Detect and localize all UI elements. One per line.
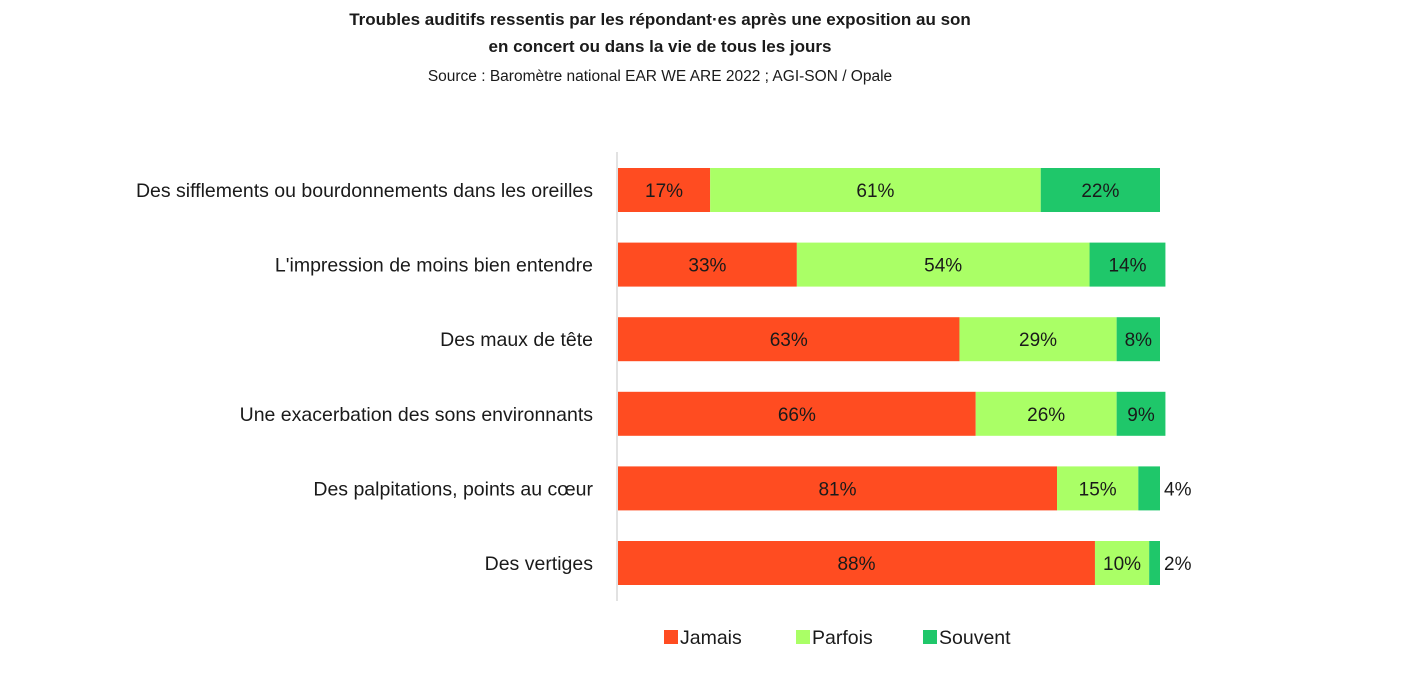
category-label: Une exacerbation des sons environnants — [240, 404, 594, 426]
bar-segment-souvent — [1138, 466, 1160, 511]
bar-segment-jamais — [618, 391, 976, 436]
chart-title: Troubles auditifs ressentis par les répo… — [0, 6, 1320, 60]
bar-segment-jamais — [618, 541, 1095, 585]
category-label: Des palpitations, points au cœur — [313, 478, 593, 500]
bar-segment-parfois — [710, 168, 1041, 212]
data-label: 15% — [1079, 479, 1117, 500]
data-label: 29% — [1019, 330, 1057, 351]
data-label: 8% — [1125, 330, 1153, 351]
bar-segment-souvent — [1116, 317, 1160, 362]
data-label: 63% — [770, 330, 808, 351]
data-label: 61% — [856, 181, 894, 202]
category-label: Des maux de tête — [440, 329, 593, 351]
data-label: 9% — [1127, 405, 1155, 426]
bar-segment-parfois — [1094, 541, 1150, 585]
legend-label-parfois: Parfois — [812, 627, 873, 649]
bar-segment-jamais — [618, 242, 797, 287]
data-label: 66% — [778, 405, 816, 426]
legend-swatch-souvent — [923, 630, 937, 644]
data-label: 10% — [1103, 554, 1141, 575]
data-label: 4% — [1164, 479, 1192, 500]
data-label: 14% — [1108, 256, 1146, 277]
bar-segment-parfois — [796, 242, 1090, 287]
bar-segment-souvent — [1040, 168, 1160, 212]
legend-swatch-jamais — [664, 630, 678, 644]
legend-label-jamais: Jamais — [680, 627, 742, 649]
legend-swatch-parfois — [796, 630, 810, 644]
chart-subtitle: Source : Baromètre national EAR WE ARE 2… — [427, 68, 893, 85]
category-label: L'impression de moins bien entendre — [275, 255, 593, 277]
category-label: Des vertiges — [485, 553, 594, 575]
chart-title-line2: en concert ou dans la vie de tous les jo… — [488, 37, 832, 56]
bar-segment-souvent — [1089, 242, 1166, 287]
data-label: 88% — [837, 554, 875, 575]
data-label: 22% — [1081, 181, 1119, 202]
bar-segment-jamais — [618, 317, 960, 362]
bar-segment-jamais — [618, 466, 1058, 511]
data-label: 33% — [688, 256, 726, 277]
data-label: 81% — [818, 479, 856, 500]
legend-label-souvent: Souvent — [939, 627, 1011, 649]
data-label: 54% — [924, 256, 962, 277]
bar-segment-parfois — [1057, 466, 1139, 511]
data-label: 2% — [1164, 554, 1192, 575]
category-label: Des sifflements ou bourdonnements dans l… — [136, 180, 593, 202]
bar-segment-parfois — [975, 391, 1117, 436]
bar-segment-souvent — [1116, 391, 1166, 436]
bar-segment-souvent — [1149, 541, 1160, 585]
bar-segment-parfois — [959, 317, 1117, 362]
data-label: 26% — [1027, 405, 1065, 426]
chart-title-line1: Troubles auditifs ressentis par les répo… — [349, 10, 971, 29]
bar-segment-jamais — [618, 168, 711, 212]
data-label: 17% — [645, 181, 683, 202]
